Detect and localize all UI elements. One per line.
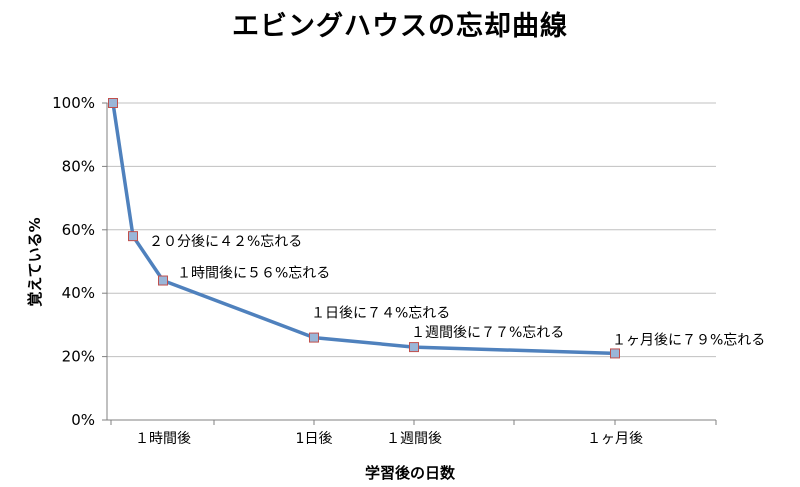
x-tick-label: １週間後: [386, 431, 442, 447]
annotations: ２０分後に４２%忘れる １時間後に５６%忘れる １日後に７４%忘れる １週間後に７７%…: [149, 234, 765, 348]
x-tick-label: １ヶ月後: [587, 431, 643, 447]
data-point: [128, 231, 138, 242]
y-axis-label: 覚えている%: [26, 217, 44, 306]
data-label: １週間後に７７%忘れる: [411, 325, 564, 341]
axes: [102, 102, 717, 425]
series-retention: [108, 98, 620, 359]
x-tick-label: 1日後: [296, 431, 333, 447]
series-line: [111, 102, 616, 356]
y-tick-label: 60%: [62, 221, 95, 239]
x-tick-labels: １時間後 1日後 １週間後 １ヶ月後: [135, 431, 643, 447]
data-label: １時間後に５６%忘れる: [177, 266, 330, 282]
data-point: [108, 98, 118, 108]
chart-title: エビングハウスの忘却曲線: [232, 11, 568, 42]
data-label: １ヶ月後に７９%忘れる: [612, 332, 765, 348]
data-label: ２０分後に４２%忘れる: [149, 234, 302, 250]
y-tick-labels: 0% 20% 40% 60% 80% 100%: [52, 94, 95, 429]
x-axis-label: 学習後の日数: [365, 464, 456, 482]
y-tick-label: 0%: [71, 411, 95, 429]
data-label: １日後に７４%忘れる: [311, 306, 450, 322]
data-point: [409, 342, 419, 353]
y-tick-label: 80%: [62, 157, 95, 175]
data-point: [158, 275, 168, 286]
data-point: [309, 332, 319, 343]
y-tick-label: 40%: [62, 284, 95, 302]
data-point: [610, 348, 620, 359]
x-tick-label: １時間後: [135, 431, 191, 447]
y-tick-label: 20%: [62, 348, 95, 366]
y-tick-label: 100%: [52, 94, 95, 112]
